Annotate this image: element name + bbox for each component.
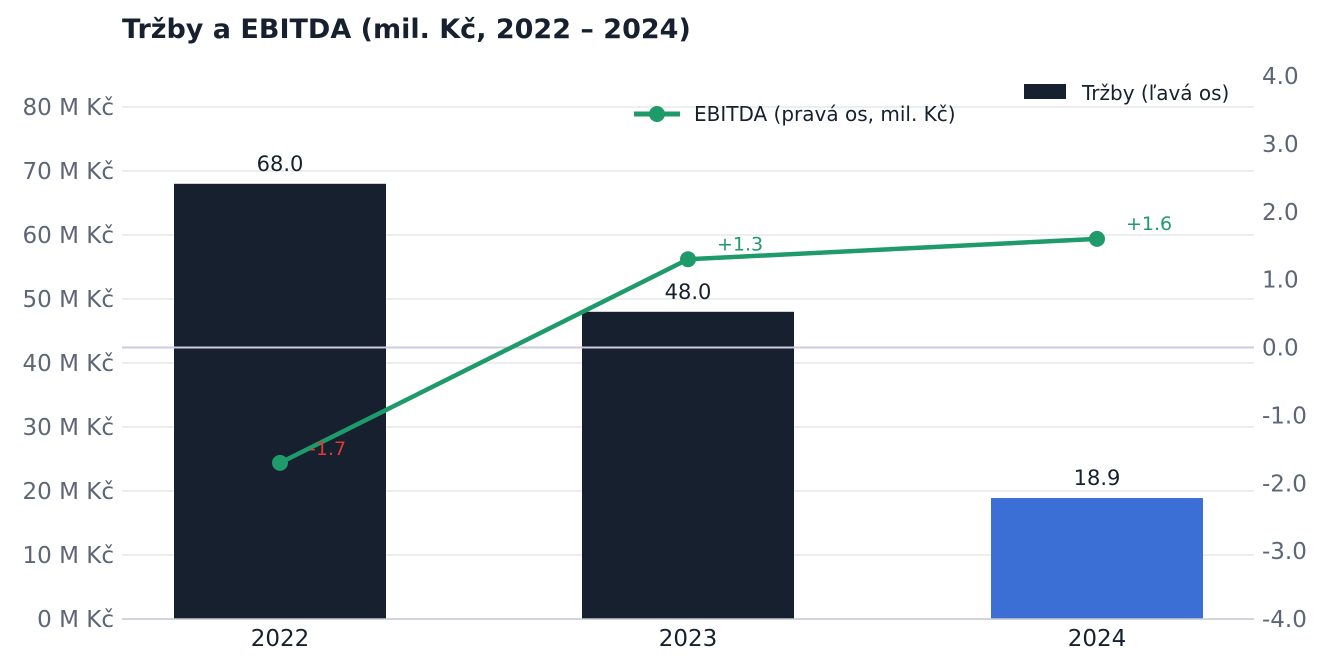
bars: 68.0 48.0 18.9 bbox=[174, 152, 1203, 620]
y-left-tick-label-8: 80 M Kč bbox=[23, 95, 114, 121]
bar-2024 bbox=[991, 498, 1203, 619]
axes: 0 M Kč 10 M Kč 20 M Kč 30 M Kč 40 M Kč 50 M K… bbox=[23, 64, 1307, 652]
y-left-tick-label-3: 30 M Kč bbox=[23, 415, 114, 441]
y-left-tick-label-4: 40 M Kč bbox=[23, 351, 114, 377]
y-right-tick-label-2: -2.0 bbox=[1262, 471, 1307, 497]
y-right-tick-label-4: 0.0 bbox=[1262, 336, 1299, 362]
ebitda-line: -1.7 +1.3 +1.6 bbox=[122, 213, 1254, 471]
y-right-tick-label-5: 1.0 bbox=[1262, 268, 1299, 294]
bar-2023 bbox=[582, 311, 794, 619]
x-tick-label-2023: 2023 bbox=[659, 626, 718, 652]
bar-value-label-2023: 48.0 bbox=[665, 280, 712, 304]
ebitda-value-label-2022: -1.7 bbox=[309, 438, 346, 460]
y-right-tick-label-6: 2.0 bbox=[1262, 200, 1299, 226]
legend-label-trzby: Tržby (ľavá os) bbox=[1081, 81, 1229, 105]
bar-value-label-2024: 18.9 bbox=[1074, 466, 1121, 490]
y-right-tick-label-8: 4.0 bbox=[1262, 64, 1299, 90]
y-left-tick-label-2: 20 M Kč bbox=[23, 479, 114, 505]
y-left-tick-label-7: 70 M Kč bbox=[23, 159, 114, 185]
ebitda-value-label-2023: +1.3 bbox=[717, 233, 763, 255]
bar-value-label-2022: 68.0 bbox=[257, 152, 304, 176]
y-left-tick-label-0: 0 M Kč bbox=[37, 607, 114, 633]
y-right-tick-label-1: -3.0 bbox=[1262, 539, 1307, 565]
x-tick-label-2024: 2024 bbox=[1068, 626, 1127, 652]
y-right-tick-label-7: 3.0 bbox=[1262, 132, 1299, 158]
legend: Tržby (ľavá os) EBITDA (pravá os, mil. Kč… bbox=[634, 81, 1229, 126]
x-tick-label-2022: 2022 bbox=[251, 626, 310, 652]
y-left-tick-label-6: 60 M Kč bbox=[23, 223, 114, 249]
y-right-tick-label-0: -4.0 bbox=[1262, 607, 1307, 633]
y-left-tick-label-1: 10 M Kč bbox=[23, 543, 114, 569]
y-left-tick-label-5: 50 M Kč bbox=[23, 287, 114, 313]
ebitda-point-2024 bbox=[1089, 230, 1105, 247]
ebitda-point-2023 bbox=[680, 251, 696, 268]
legend-swatch-trzby bbox=[1024, 84, 1066, 99]
legend-swatch-ebitda-marker bbox=[649, 106, 665, 122]
bar-2022 bbox=[174, 183, 386, 620]
legend-label-ebitda: EBITDA (pravá os, mil. Kč) bbox=[694, 102, 956, 126]
ebitda-value-label-2024: +1.6 bbox=[1126, 213, 1172, 235]
ebitda-point-2022 bbox=[272, 454, 288, 471]
y-right-tick-label-3: -1.0 bbox=[1262, 403, 1307, 429]
chart-title: Tržby a EBITDA (mil. Kč, 2022 – 2024) bbox=[122, 14, 691, 45]
